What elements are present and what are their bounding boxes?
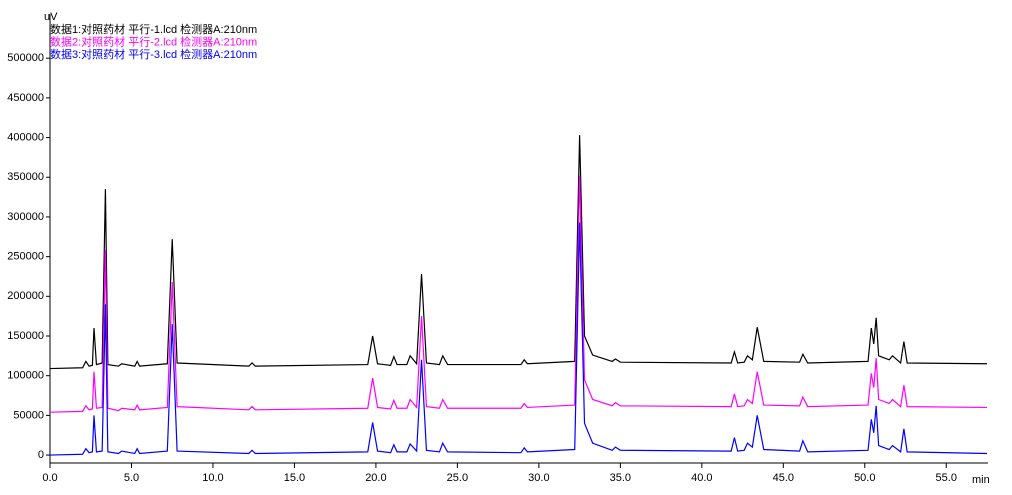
y-tick-label: 300000 [7, 211, 44, 223]
legend-entry: 数据1:对照药材 平行-1.lcd 检测器A:210nm [50, 22, 257, 36]
x-tick-label: 0.0 [42, 472, 57, 484]
y-axis-label: uV [44, 11, 58, 23]
x-tick-label: 40.0 [691, 472, 712, 484]
y-tick-label: 500000 [7, 52, 44, 64]
y-tick-label: 0 [38, 449, 44, 461]
x-tick-label: 45.0 [773, 472, 794, 484]
x-tick-label: 5.0 [124, 472, 139, 484]
y-tick-label: 150000 [7, 330, 44, 342]
x-tick-label: 30.0 [528, 472, 549, 484]
x-tick-label: 50.0 [854, 472, 875, 484]
series-line [49, 222, 988, 456]
x-tick-label: 25.0 [447, 472, 468, 484]
y-tick-label: 400000 [7, 131, 44, 143]
x-tick-label: 35.0 [610, 472, 631, 484]
y-tick-label: 350000 [7, 171, 44, 183]
legend-entry: 数据3:对照药材 平行-3.lcd 检测器A:210nm [50, 47, 257, 61]
x-tick-label: 55.0 [936, 472, 957, 484]
x-tick-label: 20.0 [365, 472, 386, 484]
y-tick-label: 250000 [7, 251, 44, 263]
y-tick-label: 450000 [7, 92, 44, 104]
series-line [49, 135, 988, 370]
y-tick-label: 200000 [7, 290, 44, 302]
legend-entry: 数据2:对照药材 平行-2.lcd 检测器A:210nm [50, 34, 257, 48]
x-tick-label: 15.0 [284, 472, 305, 484]
x-axis-label: min [972, 474, 990, 486]
series-line [49, 175, 988, 413]
y-tick-label: 100000 [7, 370, 44, 382]
y-tick-label: 50000 [13, 409, 44, 421]
x-tick-label: 10.0 [202, 472, 223, 484]
